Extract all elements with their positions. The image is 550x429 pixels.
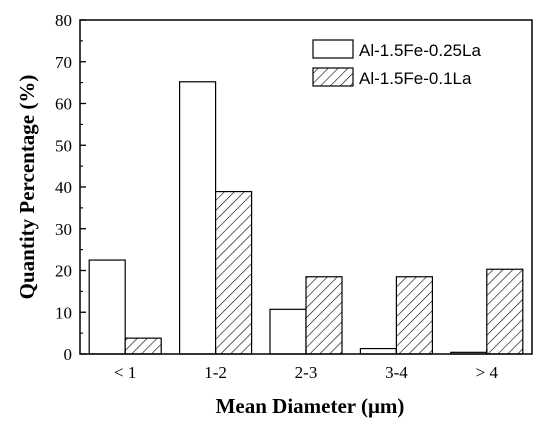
y-tick-label: 20	[55, 262, 72, 281]
y-tick-label: 0	[64, 345, 73, 364]
legend: Al-1.5Fe-0.25La Al-1.5Fe-0.1La	[312, 39, 481, 88]
x-tick-label: > 4	[476, 363, 499, 382]
bar-series-2-2	[215, 190, 253, 355]
y-tick-label: 70	[55, 53, 72, 72]
y-tick-label: 40	[55, 178, 72, 197]
x-tick-label: 1-2	[204, 363, 227, 382]
y-tick-label: 50	[55, 136, 72, 155]
x-tick-label: 2-3	[295, 363, 318, 382]
bars-group	[88, 81, 524, 355]
legend-label-1: Al-1.5Fe-0.25La	[359, 41, 481, 60]
bar-series-2-5	[486, 268, 524, 355]
bar-series-1-3	[269, 308, 307, 355]
bar-series-1-1	[88, 259, 126, 355]
legend-swatch-1	[312, 39, 354, 59]
bar-series-1-2	[179, 81, 217, 355]
y-axis-title: Quantity Percentage (%)	[15, 75, 39, 300]
y-axis: 0 10 20 30 40 50 60 70 80	[55, 11, 86, 364]
y-tick-label: 10	[55, 303, 72, 322]
x-tick-label: 3-4	[385, 363, 408, 382]
bar-series-2-1	[124, 337, 162, 355]
bar-series-2-4	[395, 276, 433, 355]
y-tick-label: 30	[55, 220, 72, 239]
legend-label-2: Al-1.5Fe-0.1La	[359, 69, 472, 88]
bar-series-2-3	[305, 276, 343, 355]
y-tick-label: 80	[55, 11, 72, 30]
x-axis: < 1 1-2 2-3 3-4 > 4	[114, 349, 498, 382]
x-axis-title: Mean Diameter (μm)	[216, 394, 405, 418]
legend-swatch-2	[312, 67, 354, 87]
y-tick-label: 60	[55, 95, 72, 114]
x-tick-label: < 1	[114, 363, 136, 382]
bar-series-1-4	[359, 347, 397, 355]
